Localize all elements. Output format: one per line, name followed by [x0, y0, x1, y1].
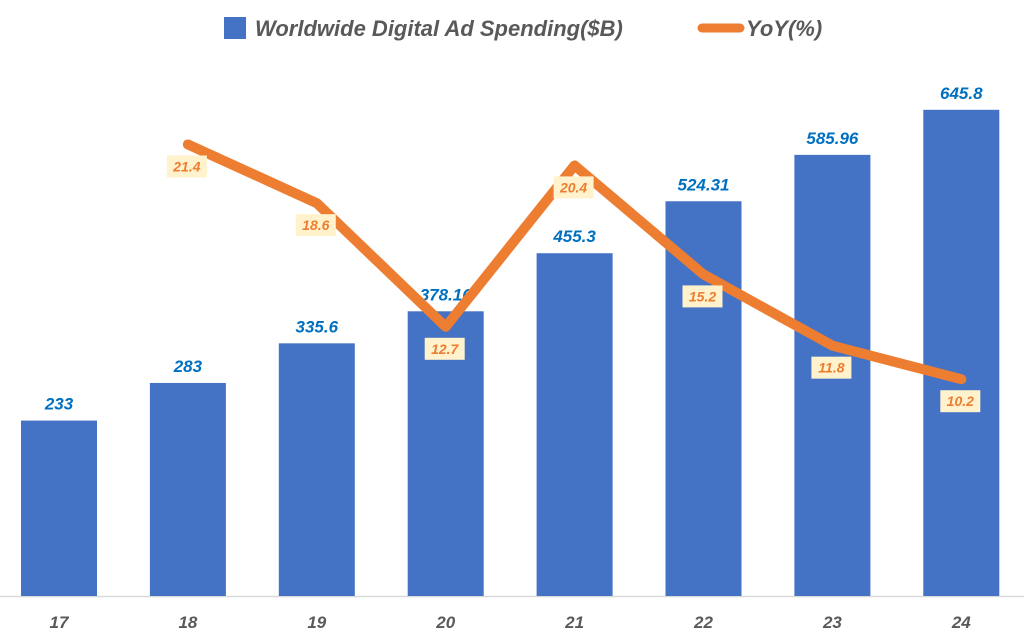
legend-bar-label: Worldwide Digital Ad Spending($B) [255, 16, 623, 41]
legend-bar-swatch [224, 17, 246, 39]
line-label-19: 18.6 [302, 217, 329, 233]
x-tick-23: 23 [822, 613, 842, 632]
line-label-22: 15.2 [689, 288, 716, 304]
bar-18 [149, 382, 226, 596]
x-tick-19: 19 [307, 613, 326, 632]
x-tick-17: 17 [50, 613, 70, 632]
x-tick-21: 21 [564, 613, 584, 632]
legend-line-label: YoY(%) [746, 16, 822, 41]
bar-19 [278, 343, 355, 596]
line-label-bg-19 [295, 214, 336, 237]
bar-label-17: 233 [44, 395, 74, 414]
x-tick-20: 20 [435, 613, 455, 632]
bar-21 [536, 253, 613, 597]
line-label-bg-21 [553, 176, 594, 199]
bar-label-18: 283 [173, 357, 203, 376]
bar-label-24: 645.8 [940, 84, 983, 103]
line-label-24: 10.2 [947, 393, 974, 409]
line-label-bg-24 [940, 390, 981, 413]
x-tick-18: 18 [178, 613, 197, 632]
line-label-23: 11.8 [818, 360, 844, 376]
legend: Worldwide Digital Ad Spending($B) YoY(%) [224, 16, 822, 41]
line-label-bg-20 [424, 337, 465, 360]
line-label-bg-22 [682, 285, 723, 308]
line-label-20: 12.7 [431, 341, 459, 357]
bar-label-22: 524.31 [678, 175, 730, 194]
bar-22 [665, 201, 742, 596]
line-label-bg-18 [166, 155, 207, 178]
bar-label-19: 335.6 [296, 317, 339, 336]
bar-24 [923, 109, 1000, 596]
line-label-21: 20.4 [559, 179, 587, 195]
yoy-line [182, 139, 967, 385]
bar-label-20: 378.16 [420, 285, 473, 304]
bar-label-21: 455.3 [552, 227, 596, 246]
x-tick-24: 24 [951, 613, 971, 632]
x-tick-22: 22 [693, 613, 713, 632]
bar-label-23: 585.96 [806, 129, 859, 148]
line-label-bg-23 [811, 356, 852, 379]
line-label-18: 21.4 [172, 158, 200, 174]
bar-17 [21, 420, 97, 596]
